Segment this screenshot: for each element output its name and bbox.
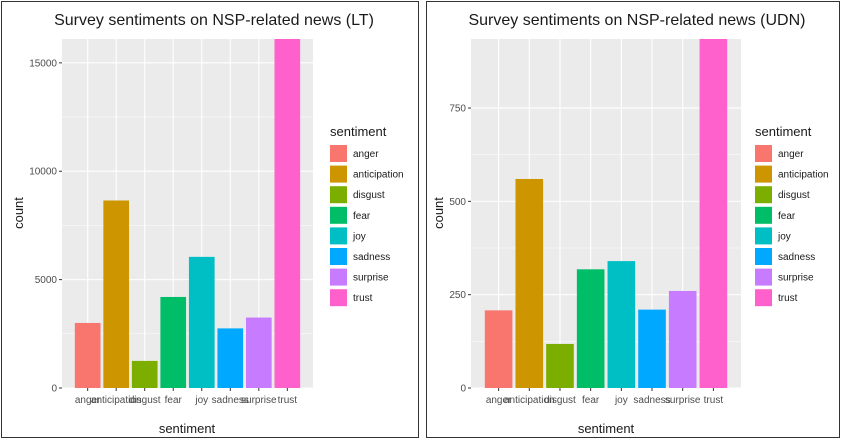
legend-label: sadness	[353, 252, 390, 263]
chart-panel-lt: Survey sentiments on NSP-related news (L…	[1, 1, 419, 438]
y-tick-label: 5000	[35, 275, 58, 286]
chart-lt: Survey sentiments on NSP-related news (L…	[11, 12, 404, 436]
legend-label: disgust	[778, 190, 810, 201]
legend-swatch	[755, 206, 772, 224]
y-axis-ticks: 0 250 500 750	[449, 104, 471, 395]
legend-swatch	[330, 165, 347, 183]
y-tick-label: 10000	[29, 167, 57, 178]
x-tick-label: fear	[582, 395, 600, 406]
bar-trust	[699, 39, 728, 388]
legend: anger anticipation disgust fear joy sadness su…	[330, 145, 404, 307]
x-tick-label: anticipation	[91, 395, 142, 406]
legend-swatch	[755, 165, 772, 183]
bar-fear	[160, 296, 187, 388]
legend-swatch	[330, 289, 347, 307]
chart-udn: Survey sentiments on NSP-related news (U…	[431, 12, 829, 436]
legend-swatch	[755, 145, 772, 162]
x-tick-label: disgust	[544, 395, 576, 406]
chart-title: Survey sentiments on NSP-related news (U…	[468, 12, 805, 29]
legend-swatch	[330, 227, 347, 245]
x-tick-label: disgust	[129, 395, 161, 406]
legend-title: sentiment	[330, 124, 387, 139]
bar-sadness	[638, 309, 666, 388]
legend-label: trust	[353, 293, 373, 304]
legend-label: joy	[777, 231, 791, 242]
y-axis-title: count	[431, 197, 446, 229]
bars	[484, 39, 728, 388]
bar-joy	[188, 256, 215, 388]
bar-anticipation	[103, 200, 130, 388]
x-axis-title: sentiment	[578, 421, 635, 436]
legend-swatch	[330, 248, 347, 265]
bar-disgust	[131, 360, 158, 388]
legend-label: trust	[778, 293, 798, 304]
bar-anger	[484, 310, 513, 388]
bar-disgust	[546, 343, 574, 388]
bar-trust	[274, 39, 301, 388]
legend-label: anger	[778, 149, 804, 160]
legend-swatch	[330, 145, 347, 162]
legend-label: anger	[353, 149, 379, 160]
legend-swatch	[755, 289, 772, 307]
chart-panel-udn: Survey sentiments on NSP-related news (U…	[426, 1, 840, 438]
y-axis-ticks: 0 5000 10000 15000	[29, 58, 62, 395]
legend-label: anticipation	[353, 170, 404, 181]
bar-joy	[607, 261, 636, 388]
x-tick-label: sadness	[212, 395, 249, 406]
legend-swatch	[755, 186, 772, 204]
legend-swatch	[755, 227, 772, 245]
x-tick-label: trust	[278, 395, 298, 406]
bars	[74, 39, 301, 388]
x-tick-label: sadness	[633, 395, 670, 406]
x-tick-label: joy	[614, 395, 628, 406]
x-tick-label: trust	[704, 395, 724, 406]
chart-title: Survey sentiments on NSP-related news (L…	[54, 12, 374, 29]
legend-label: surprise	[353, 273, 389, 284]
y-tick-label: 750	[449, 104, 466, 115]
legend-label: joy	[352, 231, 366, 242]
legend-swatch	[330, 206, 347, 224]
legend-label: anticipation	[778, 170, 829, 181]
legend-swatch	[330, 186, 347, 204]
y-tick-label: 15000	[29, 58, 57, 69]
bar-anticipation	[515, 178, 544, 388]
legend-label: sadness	[778, 252, 815, 263]
legend-swatch	[755, 268, 772, 286]
x-tick-label: surprise	[241, 395, 277, 406]
y-tick-label: 0	[460, 384, 466, 395]
x-tick-label: surprise	[665, 395, 701, 406]
bar-fear	[576, 269, 605, 388]
bar-surprise	[245, 317, 272, 388]
y-tick-label: 500	[449, 197, 466, 208]
legend-swatch	[330, 268, 347, 286]
y-axis-title: count	[11, 197, 26, 229]
x-axis-title: sentiment	[159, 421, 216, 436]
bar-sadness	[217, 328, 244, 388]
legend: anger anticipation disgust fear joy sadness su…	[755, 145, 829, 307]
legend-label: disgust	[353, 190, 385, 201]
x-tick-label: joy	[194, 395, 208, 406]
bar-anger	[74, 322, 101, 388]
legend-title: sentiment	[755, 124, 812, 139]
legend-label: fear	[353, 211, 371, 222]
x-tick-label: anticipation	[504, 395, 555, 406]
y-tick-label: 250	[449, 290, 466, 301]
x-tick-label: fear	[165, 395, 183, 406]
bar-surprise	[668, 290, 697, 388]
x-tick-label: anger	[75, 395, 101, 406]
x-tick-label: anger	[486, 395, 512, 406]
legend-label: surprise	[778, 273, 814, 284]
legend-swatch	[755, 248, 772, 265]
y-tick-label: 0	[51, 384, 57, 395]
legend-label: fear	[778, 211, 796, 222]
